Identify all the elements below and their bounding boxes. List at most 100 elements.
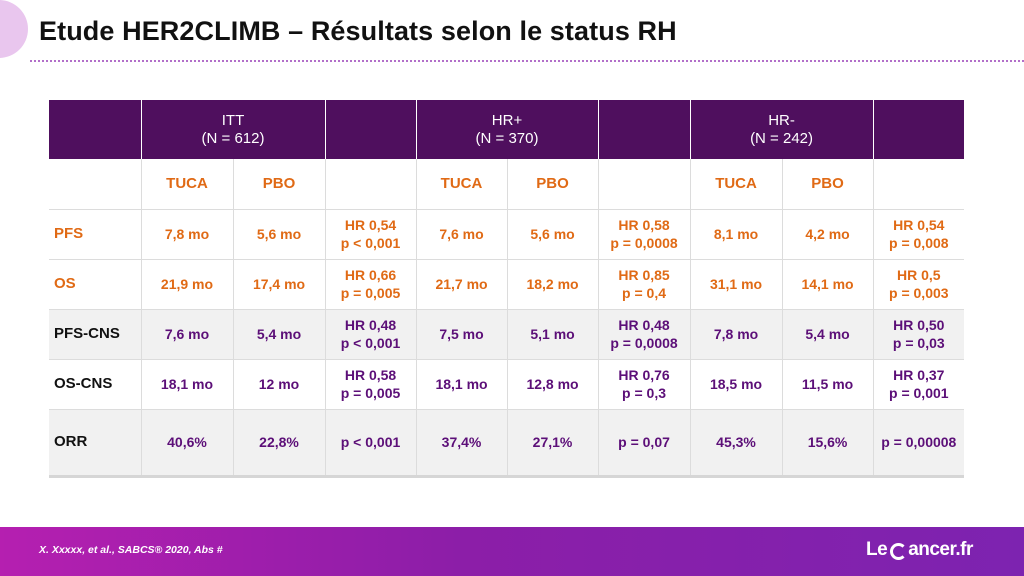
table-cell: 5,4 mo [782, 309, 874, 360]
cell-value: HR 0,48 [344, 317, 397, 333]
cell-value: p = 0,005 [340, 285, 401, 301]
decorative-corner-circle [0, 0, 28, 58]
cell-value: 5,6 mo [530, 226, 575, 242]
cell-value: 11,5 mo [801, 376, 854, 392]
cell-value: 18,1 mo [435, 376, 488, 392]
cell-value: 15,6% [807, 434, 848, 450]
header-empty-cell [49, 100, 142, 159]
table-cell: 4,2 mo [782, 209, 874, 260]
table-cell: 21,7 mo [416, 259, 508, 310]
cell-value: p = 0,00008 [881, 434, 957, 450]
cell-value: HR 0,54 [893, 217, 945, 233]
arm-label [598, 159, 691, 210]
cell-value: HR 0,48 [618, 317, 670, 333]
cell-value: p = 0,07 [618, 434, 670, 450]
table-cell: HR 0,76 p = 0,3 [598, 359, 691, 410]
group-count: (N = 612) [201, 129, 265, 147]
table-cell: 5,4 mo [233, 309, 326, 360]
table-row: PFS 7,8 mo 5,6 mo HR 0,54 p < 0,001 7,6 mo 5,6… [49, 209, 965, 260]
cell-value: 7,6 mo [164, 326, 210, 342]
header-empty-cell [873, 100, 965, 159]
cell-value: 12 mo [258, 376, 300, 392]
table-cell: 31,1 mo [690, 259, 783, 310]
cell-value: 14,1 mo [801, 276, 854, 292]
table-cell: 18,2 mo [507, 259, 599, 310]
table-cell: 12,8 mo [507, 359, 599, 410]
cell-value: p < 0,001 [340, 434, 401, 450]
cell-value: HR 0,50 [893, 317, 945, 333]
table-cell: 11,5 mo [782, 359, 874, 410]
arm-label: TUCA [141, 159, 234, 210]
row-label: PFS-CNS [49, 309, 142, 360]
arm-label [873, 159, 965, 210]
arm-header-empty-cell [49, 159, 142, 210]
cell-value: 12,8 mo [526, 376, 579, 392]
cell-value: 37,4% [441, 434, 482, 450]
table-cell: 5,1 mo [507, 309, 599, 360]
table-cell: 45,3% [690, 409, 783, 478]
cell-value: p = 0,03 [892, 335, 945, 351]
cell-value: 21,7 mo [435, 276, 488, 292]
cell-value: 5,1 mo [530, 326, 575, 342]
cell-value: 4,2 mo [805, 226, 850, 242]
group-header-row: ITT (N = 612) HR+ (N = 370) HR- (N = 242… [49, 100, 965, 159]
logo-text-left: Le [866, 539, 888, 560]
cell-value: 22,8% [259, 434, 299, 450]
table-cell: p < 0,001 [325, 409, 417, 478]
cell-value: 17,4 mo [252, 276, 306, 292]
table-cell: p = 0,00008 [873, 409, 965, 478]
table-cell: HR 0,37 p = 0,001 [873, 359, 965, 410]
group-header-hr-positive: HR+ (N = 370) [416, 100, 599, 159]
footer-bar: X. Xxxxx, et al., SABCS® 2020, Abs # Le a… [0, 527, 1024, 576]
cell-value: p = 0,0008 [610, 335, 678, 351]
cell-value: p < 0,001 [340, 235, 401, 251]
table-row: OS-CNS 18,1 mo 12 mo HR 0,58 p = 0,005 18,1 m… [49, 359, 965, 410]
group-name: HR+ [491, 111, 523, 129]
cell-value: p = 0,003 [889, 285, 949, 301]
table-row: OS 21,9 mo 17,4 mo HR 0,66 p = 0,005 21,7 mo 1… [49, 259, 965, 310]
cell-value: HR 0,58 [618, 217, 670, 233]
header-empty-cell [325, 100, 417, 159]
table-cell: HR 0,54 p < 0,001 [325, 209, 417, 260]
table-cell: 21,9 mo [141, 259, 234, 310]
cell-value: 7,8 mo [164, 226, 210, 242]
footer-reference: X. Xxxxx, et al., SABCS® 2020, Abs # [39, 544, 223, 556]
table-row: PFS-CNS 7,6 mo 5,4 mo HR 0,48 p < 0,001 7,5 m… [49, 309, 965, 360]
logo-text-right: ancer.fr [908, 539, 973, 560]
cell-value: 7,5 mo [439, 326, 484, 342]
cell-value: 18,5 mo [709, 376, 763, 392]
table-cell: 15,6% [782, 409, 874, 478]
arm-header-row: TUCA PBO TUCA PBO TUCA PBO [49, 159, 965, 210]
row-label: PFS [49, 209, 142, 260]
cell-value: p = 0,008 [889, 235, 949, 251]
arm-label: PBO [507, 159, 599, 210]
table-cell: 14,1 mo [782, 259, 874, 310]
cell-value: 18,1 mo [160, 376, 214, 392]
table-cell: 18,1 mo [141, 359, 234, 410]
cell-value: 5,4 mo [256, 326, 302, 342]
table-cell: 18,1 mo [416, 359, 508, 410]
group-count: (N = 242) [750, 129, 814, 147]
table-cell: 40,6% [141, 409, 234, 478]
table-cell: 7,6 mo [141, 309, 234, 360]
cell-value: 45,3% [716, 434, 756, 450]
table-row: ORR 40,6% 22,8% p < 0,001 37,4% 27,1% p = 0,07… [49, 409, 965, 478]
cell-value: p < 0,001 [340, 335, 401, 351]
cell-value: HR 0,54 [344, 217, 397, 233]
cell-value: 27,1% [532, 434, 573, 450]
cell-value: HR 0,5 [897, 267, 941, 283]
group-header-hr-negative: HR- (N = 242) [690, 100, 874, 159]
group-count: (N = 370) [475, 129, 539, 147]
table-cell: 18,5 mo [690, 359, 783, 410]
arm-label: PBO [782, 159, 874, 210]
table-cell: 7,6 mo [416, 209, 508, 260]
cell-value: 21,9 mo [160, 276, 214, 292]
table-cell: 7,8 mo [690, 309, 783, 360]
arm-label: TUCA [690, 159, 783, 210]
results-table: ITT (N = 612) HR+ (N = 370) HR- (N = 242… [49, 100, 965, 478]
arm-label: PBO [233, 159, 326, 210]
group-header-itt: ITT (N = 612) [141, 100, 326, 159]
cell-value: 18,2 mo [526, 276, 579, 292]
table-cell: p = 0,07 [598, 409, 691, 478]
cell-value: 5,6 mo [256, 226, 302, 242]
